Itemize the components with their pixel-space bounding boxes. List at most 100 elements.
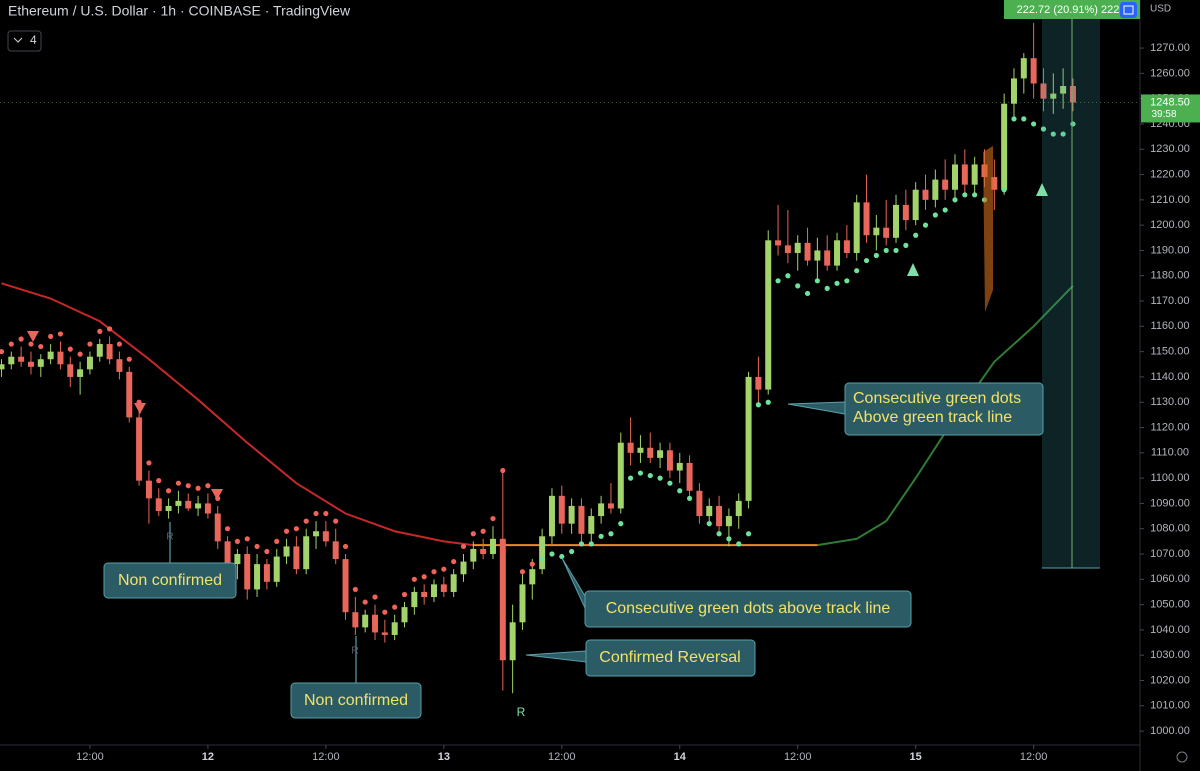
- trail-dot: [224, 526, 231, 532]
- measure-label: 222.72 (20.91%) 222: [1017, 4, 1120, 16]
- trail-dot: [156, 478, 162, 484]
- trail-dot: [1011, 116, 1017, 122]
- buy-signal: [1036, 183, 1048, 196]
- y-tick-label: 1100.00: [1151, 472, 1190, 484]
- candle-body: [136, 417, 143, 481]
- trail-dot: [804, 290, 811, 297]
- y-tick-label: 1130.00: [1151, 396, 1190, 408]
- currency-label: USD: [1150, 4, 1171, 15]
- y-tick-label: 1090.00: [1150, 497, 1190, 509]
- trail-dot: [490, 515, 496, 522]
- candle-body: [598, 503, 605, 517]
- y-tick-label: 1110.00: [1151, 447, 1189, 459]
- candle-body: [775, 240, 782, 246]
- candle-body: [460, 561, 467, 575]
- y-tick-label: 1050.00: [1150, 599, 1190, 611]
- trail-dot: [175, 480, 182, 486]
- candle-body: [765, 240, 772, 390]
- candle-body: [480, 548, 487, 555]
- candle-body: [362, 614, 369, 628]
- track-line: [1, 282, 474, 547]
- x-tick-label: 12:00: [76, 751, 104, 763]
- candle-body: [696, 490, 703, 517]
- candle-body: [716, 505, 723, 527]
- candle-body: [509, 622, 516, 661]
- candle-body: [27, 361, 34, 367]
- trail-dot: [716, 531, 722, 537]
- candle-body: [1069, 86, 1076, 103]
- trail-dot: [824, 285, 830, 291]
- candle-body: [834, 240, 841, 266]
- candle-body: [204, 503, 211, 514]
- trail-dot: [0, 349, 5, 355]
- y-tick-label: 1030.00: [1150, 649, 1190, 661]
- candle-body: [195, 503, 202, 509]
- candle-body: [8, 356, 15, 365]
- candle-body: [499, 538, 506, 661]
- trail-dot: [942, 207, 948, 213]
- x-tick-label: 13: [438, 751, 450, 763]
- trail-dot: [539, 556, 545, 562]
- chart-title: Ethereum / U.S. Dollar · 1h · COINBASE ·…: [8, 3, 351, 19]
- candle-body: [263, 564, 270, 582]
- measure-label-box: [1004, 0, 1140, 19]
- measure-icon[interactable]: [1120, 2, 1137, 18]
- trail-dot: [264, 548, 270, 555]
- measure-range: [1042, 18, 1100, 568]
- trail-dot: [382, 609, 388, 615]
- trail-dot: [686, 495, 693, 501]
- x-tick-label: 14: [674, 751, 687, 763]
- candle-body: [401, 607, 408, 623]
- sell-signal: [211, 489, 223, 500]
- candle-body: [804, 242, 811, 261]
- trail-dot: [913, 232, 919, 238]
- candle-body: [47, 351, 54, 360]
- trail-dot: [647, 472, 653, 479]
- trail-dot: [185, 483, 191, 489]
- candle-body: [224, 541, 231, 565]
- trail-dot: [293, 526, 299, 532]
- y-tick-label: 1020.00: [1150, 674, 1190, 686]
- trail-dot: [441, 566, 447, 572]
- trail-dot: [863, 257, 870, 264]
- trail-dot: [814, 278, 820, 284]
- trail-dot: [274, 538, 280, 544]
- trail-dot: [97, 328, 103, 334]
- trail-dot: [67, 346, 73, 352]
- candle-body: [666, 450, 673, 471]
- candle-body: [558, 495, 565, 524]
- candle-body: [381, 632, 388, 635]
- trail-dot: [480, 528, 486, 534]
- candle-body: [647, 447, 654, 458]
- candle-body: [942, 179, 949, 190]
- annotation-text: Consecutive green dots: [853, 390, 1021, 407]
- x-tick-label: 12:00: [548, 751, 576, 763]
- y-tick-label: 1200.00: [1150, 219, 1190, 231]
- trail-dot: [903, 242, 909, 248]
- trail-dot: [736, 541, 742, 547]
- trail-dot: [991, 184, 997, 190]
- trail-dot: [107, 326, 113, 332]
- y-tick-label: 1120.00: [1151, 421, 1190, 433]
- candle-body: [303, 536, 310, 570]
- candle-body: [932, 179, 939, 200]
- trail-dot: [234, 538, 240, 544]
- trail-dot: [696, 505, 703, 512]
- x-tick-label: 12:00: [784, 751, 812, 763]
- candle-body: [814, 250, 821, 261]
- y-tick-label: 1220.00: [1150, 168, 1190, 180]
- y-tick-label: 1010.00: [1150, 700, 1190, 712]
- trail-dot: [922, 222, 929, 228]
- candle-body: [18, 356, 25, 362]
- trail-dot: [18, 336, 24, 342]
- candle-body: [1030, 58, 1037, 84]
- y-tick-label: 1150.00: [1151, 346, 1190, 358]
- trail-dot: [1050, 131, 1056, 137]
- settings-icon[interactable]: [1176, 751, 1188, 763]
- candle-body: [578, 505, 585, 534]
- annotation-text: Non confirmed: [118, 572, 222, 589]
- candle-body: [745, 376, 752, 501]
- candle-body: [539, 536, 546, 570]
- indicator-badge[interactable]: [7, 30, 42, 52]
- trail-dot: [667, 480, 673, 486]
